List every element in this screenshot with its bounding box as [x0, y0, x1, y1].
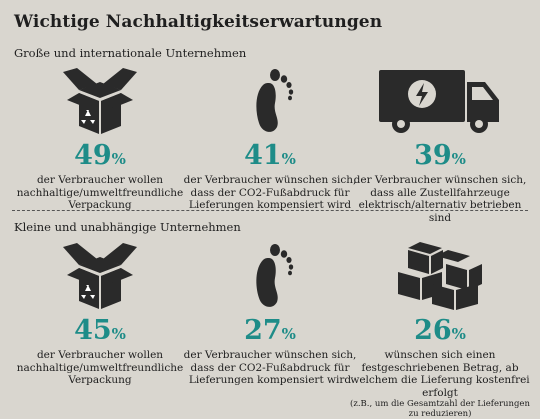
electric-van-icon [379, 70, 499, 133]
stat-description: der Verbraucher wollen nachhaltige/umwel… [16, 349, 184, 386]
recycling-box-icon [63, 68, 137, 134]
stacked-boxes-icon [398, 242, 482, 310]
stat-value: 39 [414, 140, 452, 171]
section-label-small-companies: Kleine und unabhängige Unternehmen [14, 220, 241, 234]
section-divider [12, 210, 528, 211]
stat-description: der Verbraucher wünschen sich, dass der … [183, 349, 357, 386]
stat-description: der Verbraucher wünschen sich, dass alle… [353, 174, 527, 224]
stat-value: 49 [74, 140, 112, 171]
page-title: Wichtige Nachhaltigkeitserwartungen [14, 12, 383, 32]
stat-value: 27 [244, 315, 282, 346]
stat-description: wünschen sich einen festgeschriebenen Be… [350, 349, 530, 399]
stat-packaging-large: 49% der Verbraucher wollen nachhaltige/u… [10, 62, 190, 212]
stat-unit: % [281, 150, 296, 168]
section-label-large-companies: Große und internationale Unternehmen [14, 46, 247, 60]
stat-vehicles-large: 39% der Verbraucher wünschen sich, dass … [350, 62, 530, 224]
footprint-icon [256, 244, 294, 307]
stat-co2-large: 41% der Verbraucher wünschen sich, dass … [180, 62, 360, 212]
stat-unit: % [451, 325, 466, 343]
stat-unit: % [111, 325, 126, 343]
recycling-box-icon [63, 243, 137, 309]
stat-value: 41 [244, 140, 282, 171]
stat-description: der Verbraucher wünschen sich, dass der … [183, 174, 357, 211]
stat-value: 45 [74, 315, 112, 346]
stat-description: der Verbraucher wollen nachhaltige/umwel… [16, 174, 184, 211]
stat-note: (z.B., um die Gesamtzahl der Lieferungen… [350, 399, 530, 419]
stat-free-delivery-small: 26% wünschen sich einen festgeschriebene… [350, 237, 530, 419]
stat-packaging-small: 45% der Verbraucher wollen nachhaltige/u… [10, 237, 190, 387]
stat-co2-small: 27% der Verbraucher wünschen sich, dass … [180, 237, 360, 387]
footprint-icon [256, 69, 294, 132]
stat-unit: % [281, 325, 296, 343]
stat-unit: % [451, 150, 466, 168]
stat-unit: % [111, 150, 126, 168]
stat-value: 26 [414, 315, 452, 346]
